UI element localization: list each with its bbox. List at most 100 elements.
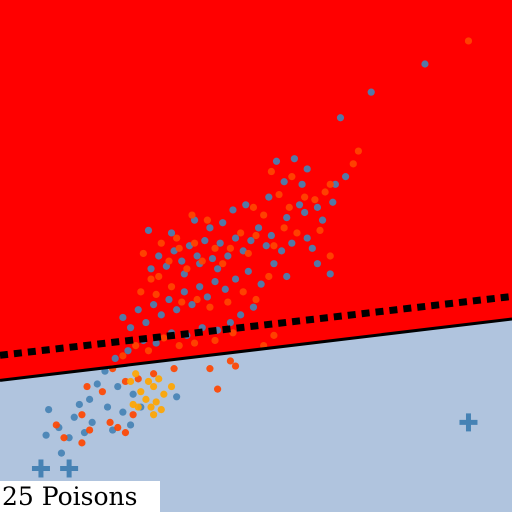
data-point [336,114,345,122]
data-point [119,408,127,416]
data-point [155,252,163,260]
data-point [173,306,181,314]
data-point [326,270,334,278]
data-point [321,188,329,196]
data-point [260,211,268,219]
data-point [295,201,304,209]
data-point [249,303,258,311]
data-point [57,449,66,457]
data-point [119,313,127,322]
data-point [283,214,291,222]
data-point [180,288,188,296]
data-point [239,288,247,296]
data-point [226,357,234,365]
data-point [103,403,112,411]
data-point [219,260,227,268]
data-point [262,242,270,250]
data-point [142,395,150,403]
data-point [139,249,147,258]
data-point [183,265,191,273]
data-point [173,234,181,242]
data-point [124,347,132,355]
data-point [150,382,158,391]
data-point [137,288,145,296]
data-point [42,431,50,439]
data-point [285,203,293,211]
data-point [303,165,311,173]
data-point [231,362,240,370]
data-point [313,260,322,268]
data-point [226,244,234,252]
data-point [155,272,163,281]
data-point [144,347,153,355]
data-point [129,390,137,398]
data-point [206,303,214,311]
data-point [132,342,140,350]
data-point [193,295,201,304]
data-point [237,229,245,237]
data-point [221,285,229,293]
data-point [160,334,168,342]
data-point [231,275,240,283]
data-point [318,216,327,224]
clean-boundary-line [0,317,512,382]
data-point [270,331,278,339]
data-point [275,190,283,199]
data-point [157,239,165,247]
data-point [147,403,155,411]
data-point [226,318,234,327]
data-point [214,385,222,393]
data-point [170,365,178,373]
data-point [252,231,260,240]
data-point [121,377,130,386]
data-point [83,382,91,391]
data-point [219,219,227,227]
data-point [173,393,181,401]
data-point [111,354,119,362]
data-point [167,229,176,237]
poison-marker [60,459,79,478]
data-point [298,180,306,188]
decision-boundaries [0,292,512,382]
data-point [293,229,301,237]
data-point [280,224,288,232]
data-point [134,306,142,314]
data-point [303,234,311,242]
data-point [208,254,217,263]
data-point [252,295,260,304]
data-point [249,203,258,211]
data-point [175,244,183,252]
data-point [157,406,165,414]
data-point [160,390,168,398]
data-point [206,224,214,232]
data-point [178,257,186,265]
data-point [167,382,176,391]
data-point [288,173,296,181]
data-point [167,283,176,291]
data-point [126,377,135,386]
data-point [190,339,199,347]
data-point [301,193,309,201]
poison-count-caption: 25 Poisons [0,481,160,512]
data-point [311,196,319,204]
data-point [155,375,163,383]
region-upper [0,0,512,381]
data-point [70,413,78,421]
data-point [144,226,153,234]
data-point [211,278,219,286]
data-point [280,178,288,186]
data-point [288,239,296,247]
data-point [224,298,232,306]
data-point [421,60,429,68]
data-point [152,339,160,347]
data-point [313,203,322,211]
data-points [42,37,473,457]
data-point [301,208,309,217]
data-point [88,418,96,426]
data-point [329,198,337,206]
data-point [165,295,173,304]
data-point [270,260,278,268]
data-point [308,244,316,252]
data-point [147,275,155,283]
data-point [196,283,204,291]
